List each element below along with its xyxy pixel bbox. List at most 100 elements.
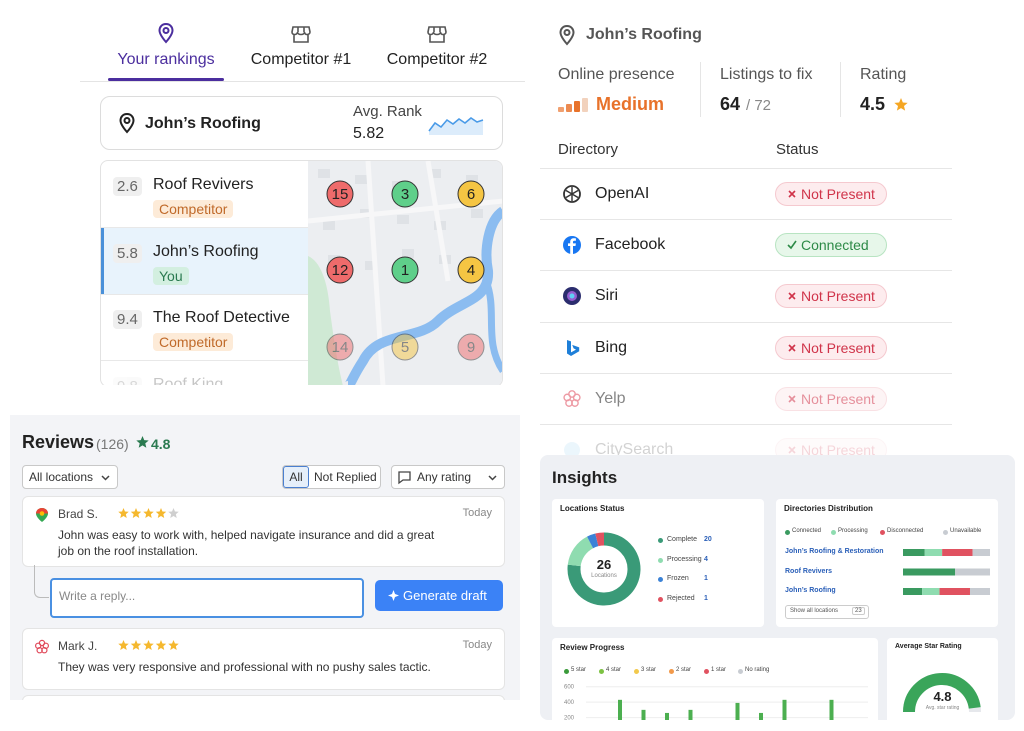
star bbox=[136, 436, 149, 448]
map-building bbox=[355, 175, 367, 184]
gauge bbox=[903, 673, 981, 713]
status-icon bbox=[788, 292, 796, 300]
map-pin-circle bbox=[457, 256, 485, 284]
avg-rating-card: Average Star Rating 4.8 Avg. star rating bbox=[887, 638, 998, 720]
map-pin-circle bbox=[391, 333, 419, 361]
check bbox=[787, 240, 797, 250]
legend-name: Connected bbox=[792, 528, 822, 534]
map-pin: 9 bbox=[457, 333, 485, 361]
map-pin-circle bbox=[457, 333, 485, 361]
reply-input[interactable]: Write a reply... bbox=[50, 578, 364, 618]
rating-star bbox=[894, 98, 908, 111]
map-building bbox=[365, 261, 377, 270]
filter-text: All locations bbox=[29, 470, 94, 484]
directory-icon bbox=[567, 339, 580, 356]
directory-icon bbox=[563, 389, 581, 407]
map-pin: 14 bbox=[326, 333, 354, 361]
toggle-all[interactable]: All bbox=[283, 466, 309, 488]
ranking-row[interactable]: 2.6 Roof Revivers Competitor bbox=[101, 161, 308, 228]
pin-dot bbox=[162, 27, 170, 34]
pin-shape bbox=[158, 22, 174, 44]
rank-badge: 9.8 bbox=[113, 376, 142, 385]
rank-badge: 5.8 bbox=[113, 243, 142, 263]
fix-total: / 72 bbox=[746, 97, 772, 114]
legend-name: 4 star bbox=[606, 667, 622, 673]
toggle-text[interactable]: Not Replied bbox=[314, 470, 377, 484]
fix-value: 64 bbox=[720, 94, 741, 114]
legend-value: 1 bbox=[704, 575, 708, 582]
star bbox=[130, 640, 142, 650]
progress-bar bbox=[829, 699, 834, 720]
legend-value: 4 bbox=[704, 555, 708, 563]
chevron-shape bbox=[488, 475, 497, 481]
column-header: Status bbox=[776, 141, 819, 158]
tab-label[interactable]: Competitor #1 bbox=[250, 51, 352, 68]
directory-icon bbox=[563, 185, 581, 203]
distribution-segment bbox=[969, 588, 990, 595]
status-badge: Not Present bbox=[775, 284, 887, 309]
legend-name: Unavailable bbox=[950, 528, 982, 534]
store-shape bbox=[291, 26, 311, 43]
location-filter[interactable]: All locations bbox=[22, 465, 118, 489]
rating-filter[interactable]: Any rating bbox=[391, 465, 505, 489]
cross bbox=[788, 292, 796, 300]
legend-name: Processing bbox=[838, 528, 868, 534]
map-pin-circle bbox=[391, 256, 419, 284]
column-header: Directory bbox=[558, 141, 619, 158]
sparkle-icon bbox=[388, 590, 399, 601]
progress-bar bbox=[641, 709, 646, 720]
donut-total: 26 bbox=[596, 557, 612, 572]
review-author: Mark J. bbox=[58, 639, 98, 653]
competitor-name: Roof Revivers bbox=[153, 176, 254, 193]
directory-row: Facebook Connected bbox=[540, 220, 952, 270]
donut bbox=[567, 532, 641, 606]
signal-icon bbox=[558, 98, 588, 112]
directory-icon bbox=[563, 287, 581, 306]
tab-label[interactable]: Your rankings bbox=[117, 51, 215, 68]
ranking-row[interactable]: 9.4 The Roof Detective Competitor bbox=[101, 294, 308, 361]
review-card: Mark J. Today They was very responsive and… bbox=[22, 628, 505, 690]
map-pin-label: 6 bbox=[467, 186, 475, 203]
sparkline-area bbox=[429, 118, 483, 135]
filter-text: Any rating bbox=[417, 470, 472, 484]
pin-shape bbox=[559, 24, 575, 46]
star-rating bbox=[118, 640, 179, 650]
directory-row: Siri Not Present bbox=[540, 271, 952, 321]
cross bbox=[788, 190, 796, 198]
rating-value: 4.5 bbox=[860, 94, 886, 114]
legend-value: 20 bbox=[704, 536, 712, 543]
rank-badge: 9.4 bbox=[113, 310, 142, 329]
pin-icon bbox=[119, 112, 135, 134]
directory-row: OpenAI Not Present bbox=[540, 169, 952, 219]
generate-button[interactable]: Generate draft bbox=[375, 580, 503, 611]
tab-label[interactable]: Competitor #2 bbox=[386, 51, 488, 68]
directory-name: Yelp bbox=[595, 389, 626, 407]
directory-row: CitySearch Not Present bbox=[540, 425, 952, 455]
directory-name: OpenAI bbox=[595, 185, 650, 202]
google-pin-top bbox=[36, 508, 48, 514]
rating-star bbox=[136, 436, 149, 448]
legend-dot bbox=[785, 530, 790, 535]
map-pin-circle bbox=[457, 180, 485, 208]
directory-name: Siri bbox=[595, 287, 619, 305]
legend-dot bbox=[704, 669, 709, 674]
status-text: Not Present bbox=[801, 442, 875, 455]
show-all-button[interactable]: Show all locations 23 bbox=[785, 605, 869, 619]
status-badge: Not Present bbox=[775, 335, 887, 360]
directory-icon bbox=[563, 236, 581, 255]
avg-rank-label: Avg. Rank bbox=[353, 103, 422, 120]
status-badge: Connected bbox=[775, 233, 887, 258]
review-date: Today bbox=[462, 639, 492, 651]
ranking-row[interactable]: 9.8 Roof King bbox=[101, 361, 308, 385]
pin-dot bbox=[123, 117, 131, 124]
ranking-row[interactable]: 5.8 John’s Roofing You bbox=[101, 227, 308, 295]
location-name: Roof Revivers bbox=[785, 567, 833, 575]
rank-tag: Competitor bbox=[153, 200, 234, 218]
card-title: Review Progress bbox=[560, 643, 625, 652]
star bbox=[130, 508, 142, 518]
distribution-segment bbox=[903, 549, 925, 556]
distribution-bars bbox=[903, 549, 990, 595]
metric-divider bbox=[700, 62, 701, 117]
map-building bbox=[318, 169, 330, 178]
